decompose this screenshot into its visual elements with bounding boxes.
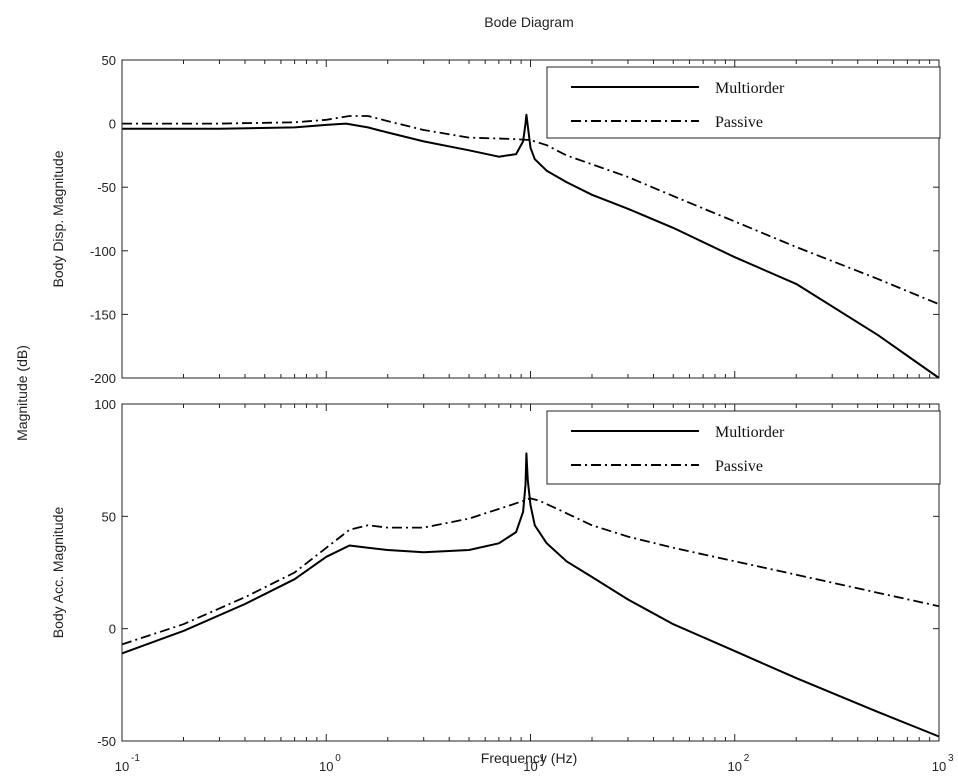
legend-box	[546, 66, 941, 139]
x-tick-label: 10	[115, 759, 129, 774]
legend-label-passive: Passive	[715, 114, 763, 131]
x-tick-exponent: 1	[540, 753, 546, 764]
series-multiorder	[122, 113, 940, 379]
legend-label-passive: Passive	[715, 458, 763, 475]
x-tick-label: 10	[932, 759, 946, 774]
x-tick-label: 10	[523, 759, 537, 774]
x-tick-exponent: 2	[744, 753, 750, 764]
y-tick-label: 0	[109, 117, 116, 132]
y-tick-label: 50	[102, 509, 116, 524]
series-passive	[121, 497, 940, 646]
y-tick-label: -150	[90, 307, 116, 322]
x-tick-label: 10	[319, 759, 333, 774]
legend-box	[546, 410, 941, 485]
y-axis-label: Body Disp. Magnitude	[50, 150, 66, 287]
x-tick-exponent: -1	[131, 753, 140, 764]
y-tick-label: -200	[90, 371, 116, 386]
top-panel-body-disp: Body Disp. Magnitude -200 -150 -100 -50 0 50 Mu…	[50, 53, 941, 386]
y-axis-label: Body Acc. Magnitude	[50, 507, 66, 639]
figure-ylabel: Magnitude (dB)	[14, 345, 30, 441]
figure-title: Bode Diagram	[484, 14, 574, 30]
series-multiorder	[121, 452, 940, 738]
y-tick-label: -50	[97, 734, 116, 749]
plot-frame	[121, 403, 940, 742]
bottom-panel-body-acc: Body Acc. Magnitude-5005010010-110010110…	[50, 397, 954, 774]
y-tick-label: 0	[109, 622, 116, 637]
x-tick-label: 10	[728, 759, 742, 774]
plot-frame	[121, 59, 940, 379]
y-tick-label: 100	[94, 397, 116, 412]
y-tick-label: -50	[97, 180, 116, 195]
legend-label-multiorder: Multiorder	[715, 80, 785, 97]
y-tick-label: -100	[90, 244, 116, 259]
figure-xlabel: Frequency (Hz)	[481, 750, 577, 766]
legend-label-multiorder: Multiorder	[715, 424, 785, 441]
y-tick-label: 50	[102, 53, 116, 68]
series-passive	[122, 115, 940, 306]
x-tick-exponent: 3	[948, 753, 954, 764]
x-tick-exponent: 0	[335, 753, 341, 764]
